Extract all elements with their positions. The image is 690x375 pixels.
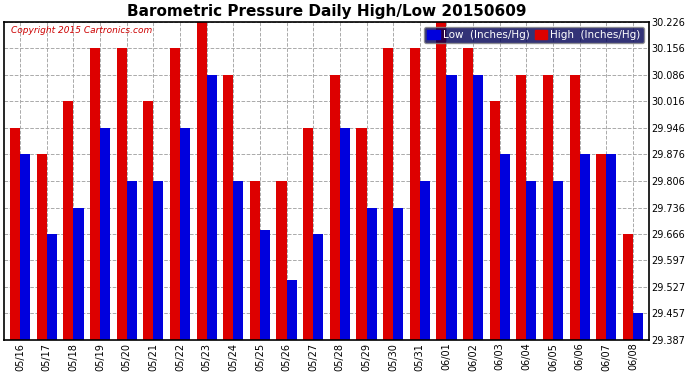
Bar — [436, 22, 446, 340]
Bar — [286, 280, 297, 340]
Bar — [463, 48, 473, 340]
Bar — [366, 208, 377, 340]
Bar — [144, 101, 153, 340]
Bar — [313, 234, 324, 340]
Bar — [410, 48, 420, 340]
Bar — [393, 208, 403, 340]
Bar — [233, 181, 244, 340]
Bar — [330, 75, 340, 340]
Bar — [553, 181, 563, 340]
Bar — [117, 48, 127, 340]
Bar — [153, 181, 164, 340]
Bar — [473, 75, 483, 340]
Bar — [223, 75, 233, 340]
Bar — [516, 75, 526, 340]
Title: Barometric Pressure Daily High/Low 20150609: Barometric Pressure Daily High/Low 20150… — [127, 4, 526, 19]
Bar — [623, 234, 633, 340]
Bar — [490, 101, 500, 340]
Bar — [100, 128, 110, 340]
Bar — [47, 234, 57, 340]
Bar — [180, 128, 190, 340]
Bar — [277, 181, 286, 340]
Bar — [206, 75, 217, 340]
Text: Copyright 2015 Cartronics.com: Copyright 2015 Cartronics.com — [10, 27, 152, 36]
Bar — [340, 128, 350, 340]
Bar — [543, 75, 553, 340]
Bar — [260, 230, 270, 340]
Bar — [90, 48, 100, 340]
Bar — [607, 154, 616, 340]
Bar — [197, 22, 206, 340]
Bar — [127, 181, 137, 340]
Bar — [20, 154, 30, 340]
Bar — [500, 154, 510, 340]
Bar — [73, 208, 83, 340]
Bar — [526, 181, 537, 340]
Legend: Low  (Inches/Hg), High  (Inches/Hg): Low (Inches/Hg), High (Inches/Hg) — [424, 27, 644, 43]
Bar — [580, 154, 590, 340]
Bar — [37, 154, 47, 340]
Bar — [446, 75, 457, 340]
Bar — [569, 75, 580, 340]
Bar — [63, 101, 73, 340]
Bar — [383, 48, 393, 340]
Bar — [250, 181, 260, 340]
Bar — [596, 154, 607, 340]
Bar — [170, 48, 180, 340]
Bar — [10, 128, 20, 340]
Bar — [357, 128, 366, 340]
Bar — [303, 128, 313, 340]
Bar — [633, 314, 643, 340]
Bar — [420, 181, 430, 340]
